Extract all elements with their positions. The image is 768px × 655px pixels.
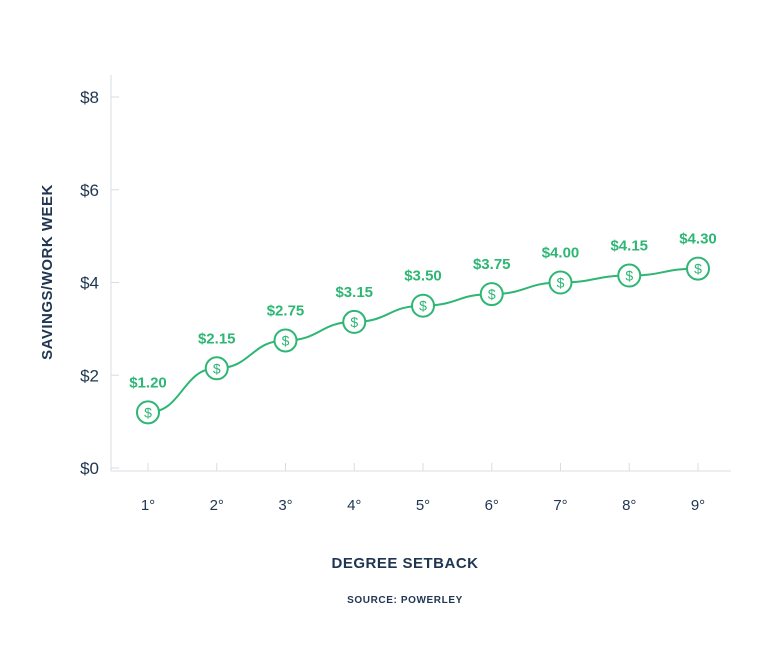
y-tick-label: $4 — [80, 274, 99, 293]
x-axis-title: DEGREE SETBACK — [331, 555, 478, 572]
x-tick-label: 1° — [141, 497, 155, 514]
dollar-glyph: $ — [488, 286, 496, 302]
savings-series-line — [147, 267, 699, 414]
x-tick-label: 9° — [691, 497, 705, 514]
x-tick-label: 2° — [210, 497, 224, 514]
dollar-circle-icon: $ — [273, 328, 298, 353]
dollar-circle-icon: $ — [411, 293, 435, 318]
x-tick-label: 4° — [347, 497, 361, 514]
data-label: $4.30 — [679, 231, 717, 248]
data-label: $4.00 — [542, 245, 580, 262]
dollar-glyph: $ — [694, 261, 702, 277]
dollar-circle-icon: $ — [136, 400, 160, 425]
x-tick-label: 8° — [622, 497, 636, 514]
data-label: $2.75 — [267, 302, 305, 319]
data-point — [204, 356, 229, 381]
y-tick-label: $2 — [80, 366, 99, 385]
y-tick-label: $6 — [80, 181, 99, 200]
x-tick-label: 3° — [278, 497, 292, 514]
data-point — [136, 400, 160, 425]
dollar-glyph: $ — [557, 275, 565, 291]
data-point — [686, 256, 710, 281]
data-point — [273, 328, 298, 353]
dollar-glyph: $ — [350, 314, 358, 330]
source-note: SOURCE: POWERLEY — [347, 595, 463, 606]
dollar-glyph: $ — [282, 332, 290, 348]
y-tick-label: $8 — [80, 88, 99, 107]
data-label: $3.50 — [404, 268, 442, 285]
y-tick-label: $0 — [80, 459, 99, 478]
data-label: $3.75 — [473, 256, 511, 273]
data-label: $2.15 — [198, 330, 236, 347]
x-axis-ticks: 1° 2° 3° 4° 5° 6° 7° 8° 9° — [141, 463, 705, 514]
x-tick-label: 7° — [553, 497, 567, 514]
data-point — [411, 293, 435, 318]
dollar-glyph: $ — [213, 360, 221, 376]
x-tick-label: 6° — [485, 497, 499, 514]
dollar-circle-icon: $ — [204, 356, 229, 381]
data-points: $ $ $ $ $ $ $ $ $ — [136, 256, 710, 425]
y-axis-ticks: $0 $2 $4 $6 $8 — [80, 88, 119, 478]
dollar-glyph: $ — [625, 268, 633, 284]
dollar-glyph: $ — [144, 404, 152, 420]
data-point — [617, 263, 642, 288]
data-point — [548, 270, 573, 295]
data-label: $3.15 — [335, 284, 373, 301]
dollar-glyph: $ — [419, 298, 427, 314]
data-label: $4.15 — [610, 238, 648, 255]
y-axis-title: SAVINGS/WORK WEEK — [39, 184, 56, 360]
dollar-circle-icon: $ — [686, 256, 710, 281]
dollar-circle-icon: $ — [548, 270, 573, 295]
data-label: $1.20 — [129, 374, 167, 391]
data-point — [479, 282, 504, 307]
data-point — [342, 309, 367, 334]
dollar-circle-icon: $ — [342, 309, 367, 334]
dollar-circle-icon: $ — [617, 263, 642, 288]
dollar-circle-icon: $ — [479, 282, 504, 307]
x-tick-label: 5° — [416, 497, 430, 514]
data-labels: $1.20 $2.15 $2.75 $3.15 $3.50 $3.75 $4.00 $4.15… — [129, 231, 717, 392]
